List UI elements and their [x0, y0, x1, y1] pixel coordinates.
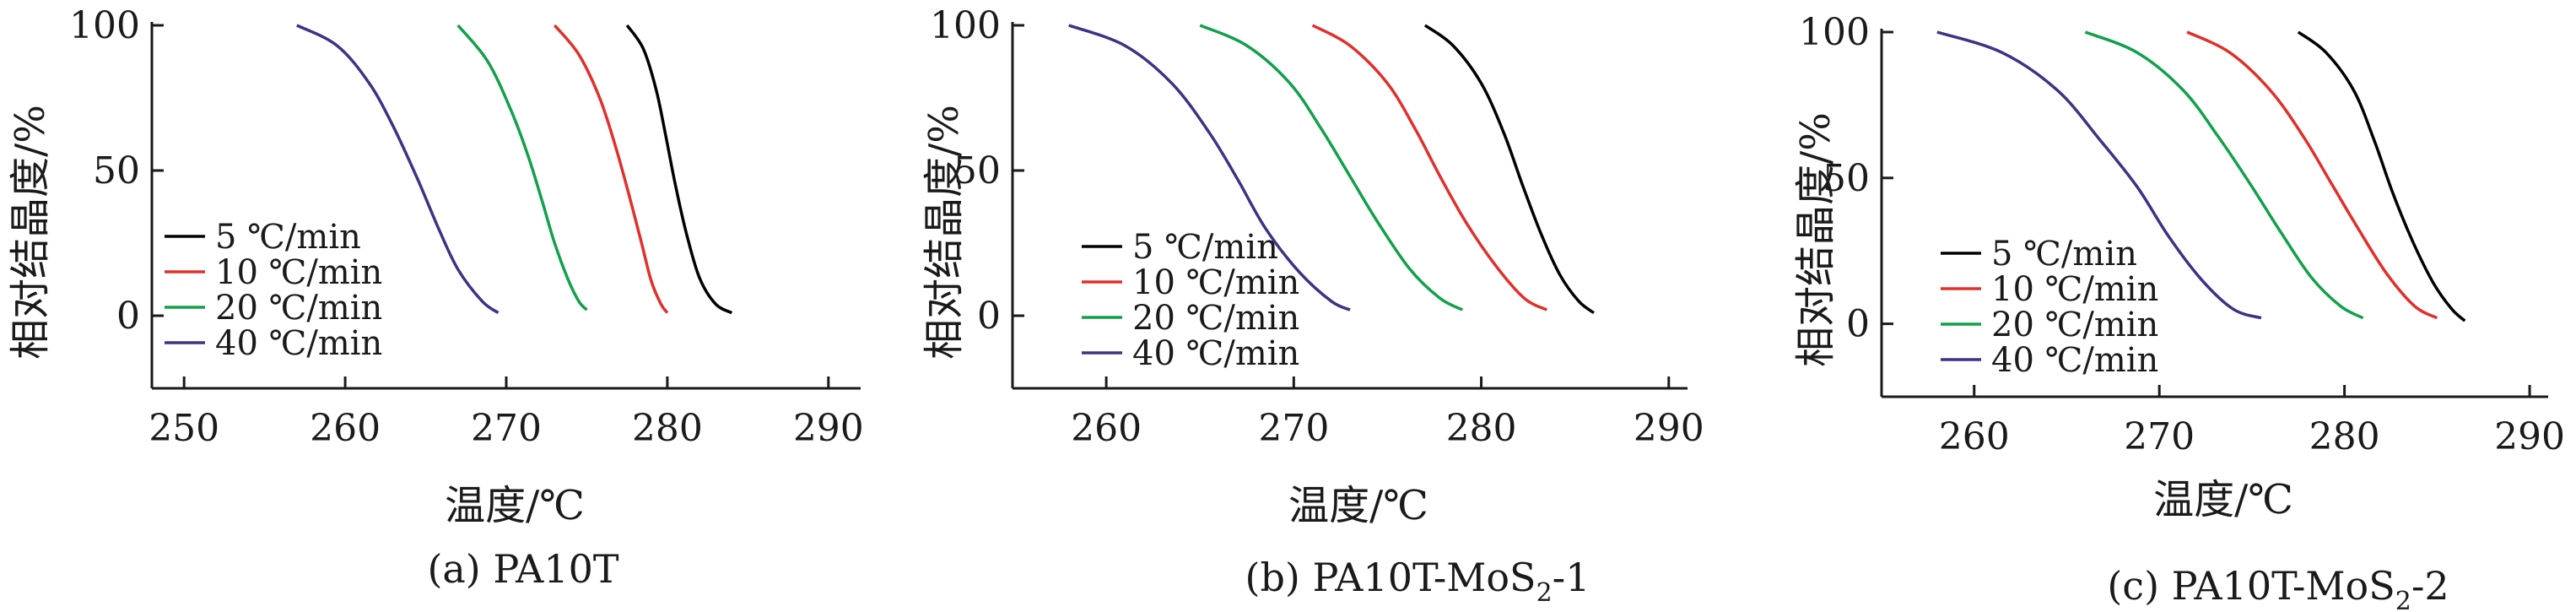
- x-tick-label: 280: [2309, 415, 2380, 458]
- legend-label-20: 20 ℃/min: [1132, 299, 1299, 338]
- x-tick-label: 270: [2124, 415, 2195, 458]
- y-tick-label: 100: [1799, 11, 1870, 54]
- panel-caption: (b) PA10T-MoS2-1: [1245, 555, 1590, 608]
- y-tick-label: 0: [1846, 303, 1870, 346]
- series-line-40: [296, 24, 500, 315]
- x-tick-label: 270: [471, 407, 542, 450]
- x-tick-label: 260: [1071, 407, 1142, 450]
- series-line-40: [1068, 24, 1351, 311]
- series-line-40: [1936, 30, 2262, 320]
- series-line-10: [553, 24, 669, 314]
- x-tick-label: 290: [793, 407, 864, 450]
- series-line-10: [1311, 24, 1548, 311]
- x-axis-title: 温度/℃: [445, 482, 585, 529]
- legend-label-10: 10 ℃/min: [215, 253, 382, 292]
- legend-label-20: 20 ℃/min: [215, 289, 382, 328]
- x-tick-label: 260: [1939, 415, 2010, 458]
- legend-label-10: 10 ℃/min: [1991, 270, 2158, 309]
- x-tick-label: 290: [1634, 407, 1704, 450]
- x-tick-label: 250: [149, 407, 219, 450]
- legend-label-20: 20 ℃/min: [1991, 306, 2158, 344]
- x-tick-label: 280: [632, 407, 703, 450]
- legend-label-5: 5 ℃/min: [215, 218, 361, 257]
- x-tick-label: 280: [1446, 407, 1517, 450]
- y-tick-label: 0: [116, 295, 140, 338]
- panel-caption: (a) PA10T: [427, 546, 618, 592]
- y-tick-label: 0: [977, 295, 1001, 338]
- series-line-5: [625, 24, 733, 315]
- x-tick-label: 290: [2494, 415, 2565, 458]
- y-tick-label: 50: [93, 149, 140, 192]
- y-axis-title: 相对结晶度/%: [1792, 112, 1839, 367]
- y-tick-label: 100: [69, 4, 140, 47]
- series-line-20: [456, 24, 588, 311]
- x-tick-label: 270: [1258, 407, 1329, 450]
- x-axis-title: 温度/℃: [1288, 482, 1428, 529]
- panel-caption: (c) PA10T-MoS2-2: [2107, 563, 2449, 612]
- y-tick-label: 50: [953, 149, 1001, 192]
- series-line-5: [2297, 30, 2466, 322]
- legend-label-10: 10 ℃/min: [1132, 263, 1299, 302]
- x-axis-title: 温度/℃: [2153, 476, 2293, 523]
- x-tick-label: 260: [310, 407, 381, 450]
- y-tick-label: 100: [930, 4, 1001, 47]
- y-axis-title: 相对结晶度/%: [7, 105, 54, 360]
- y-tick-label: 50: [1823, 157, 1870, 200]
- legend-label-5: 5 ℃/min: [1991, 235, 2137, 274]
- series-line-20: [2084, 30, 2364, 320]
- chart-panel-1: 0 50 100 250 260 270 280 290 温度/℃ 相对结晶度/% 5 ℃/min1…: [7, 4, 864, 592]
- series-line-5: [1423, 24, 1595, 315]
- legend-label-40: 40 ℃/min: [215, 324, 382, 363]
- legend-label-5: 5 ℃/min: [1132, 228, 1278, 267]
- legend-label-40: 40 ℃/min: [1132, 334, 1299, 373]
- series-line-20: [1199, 24, 1464, 311]
- series-line-10: [2186, 30, 2438, 320]
- legend-label-40: 40 ℃/min: [1991, 341, 2158, 380]
- y-axis-title: 相对结晶度/%: [921, 105, 968, 360]
